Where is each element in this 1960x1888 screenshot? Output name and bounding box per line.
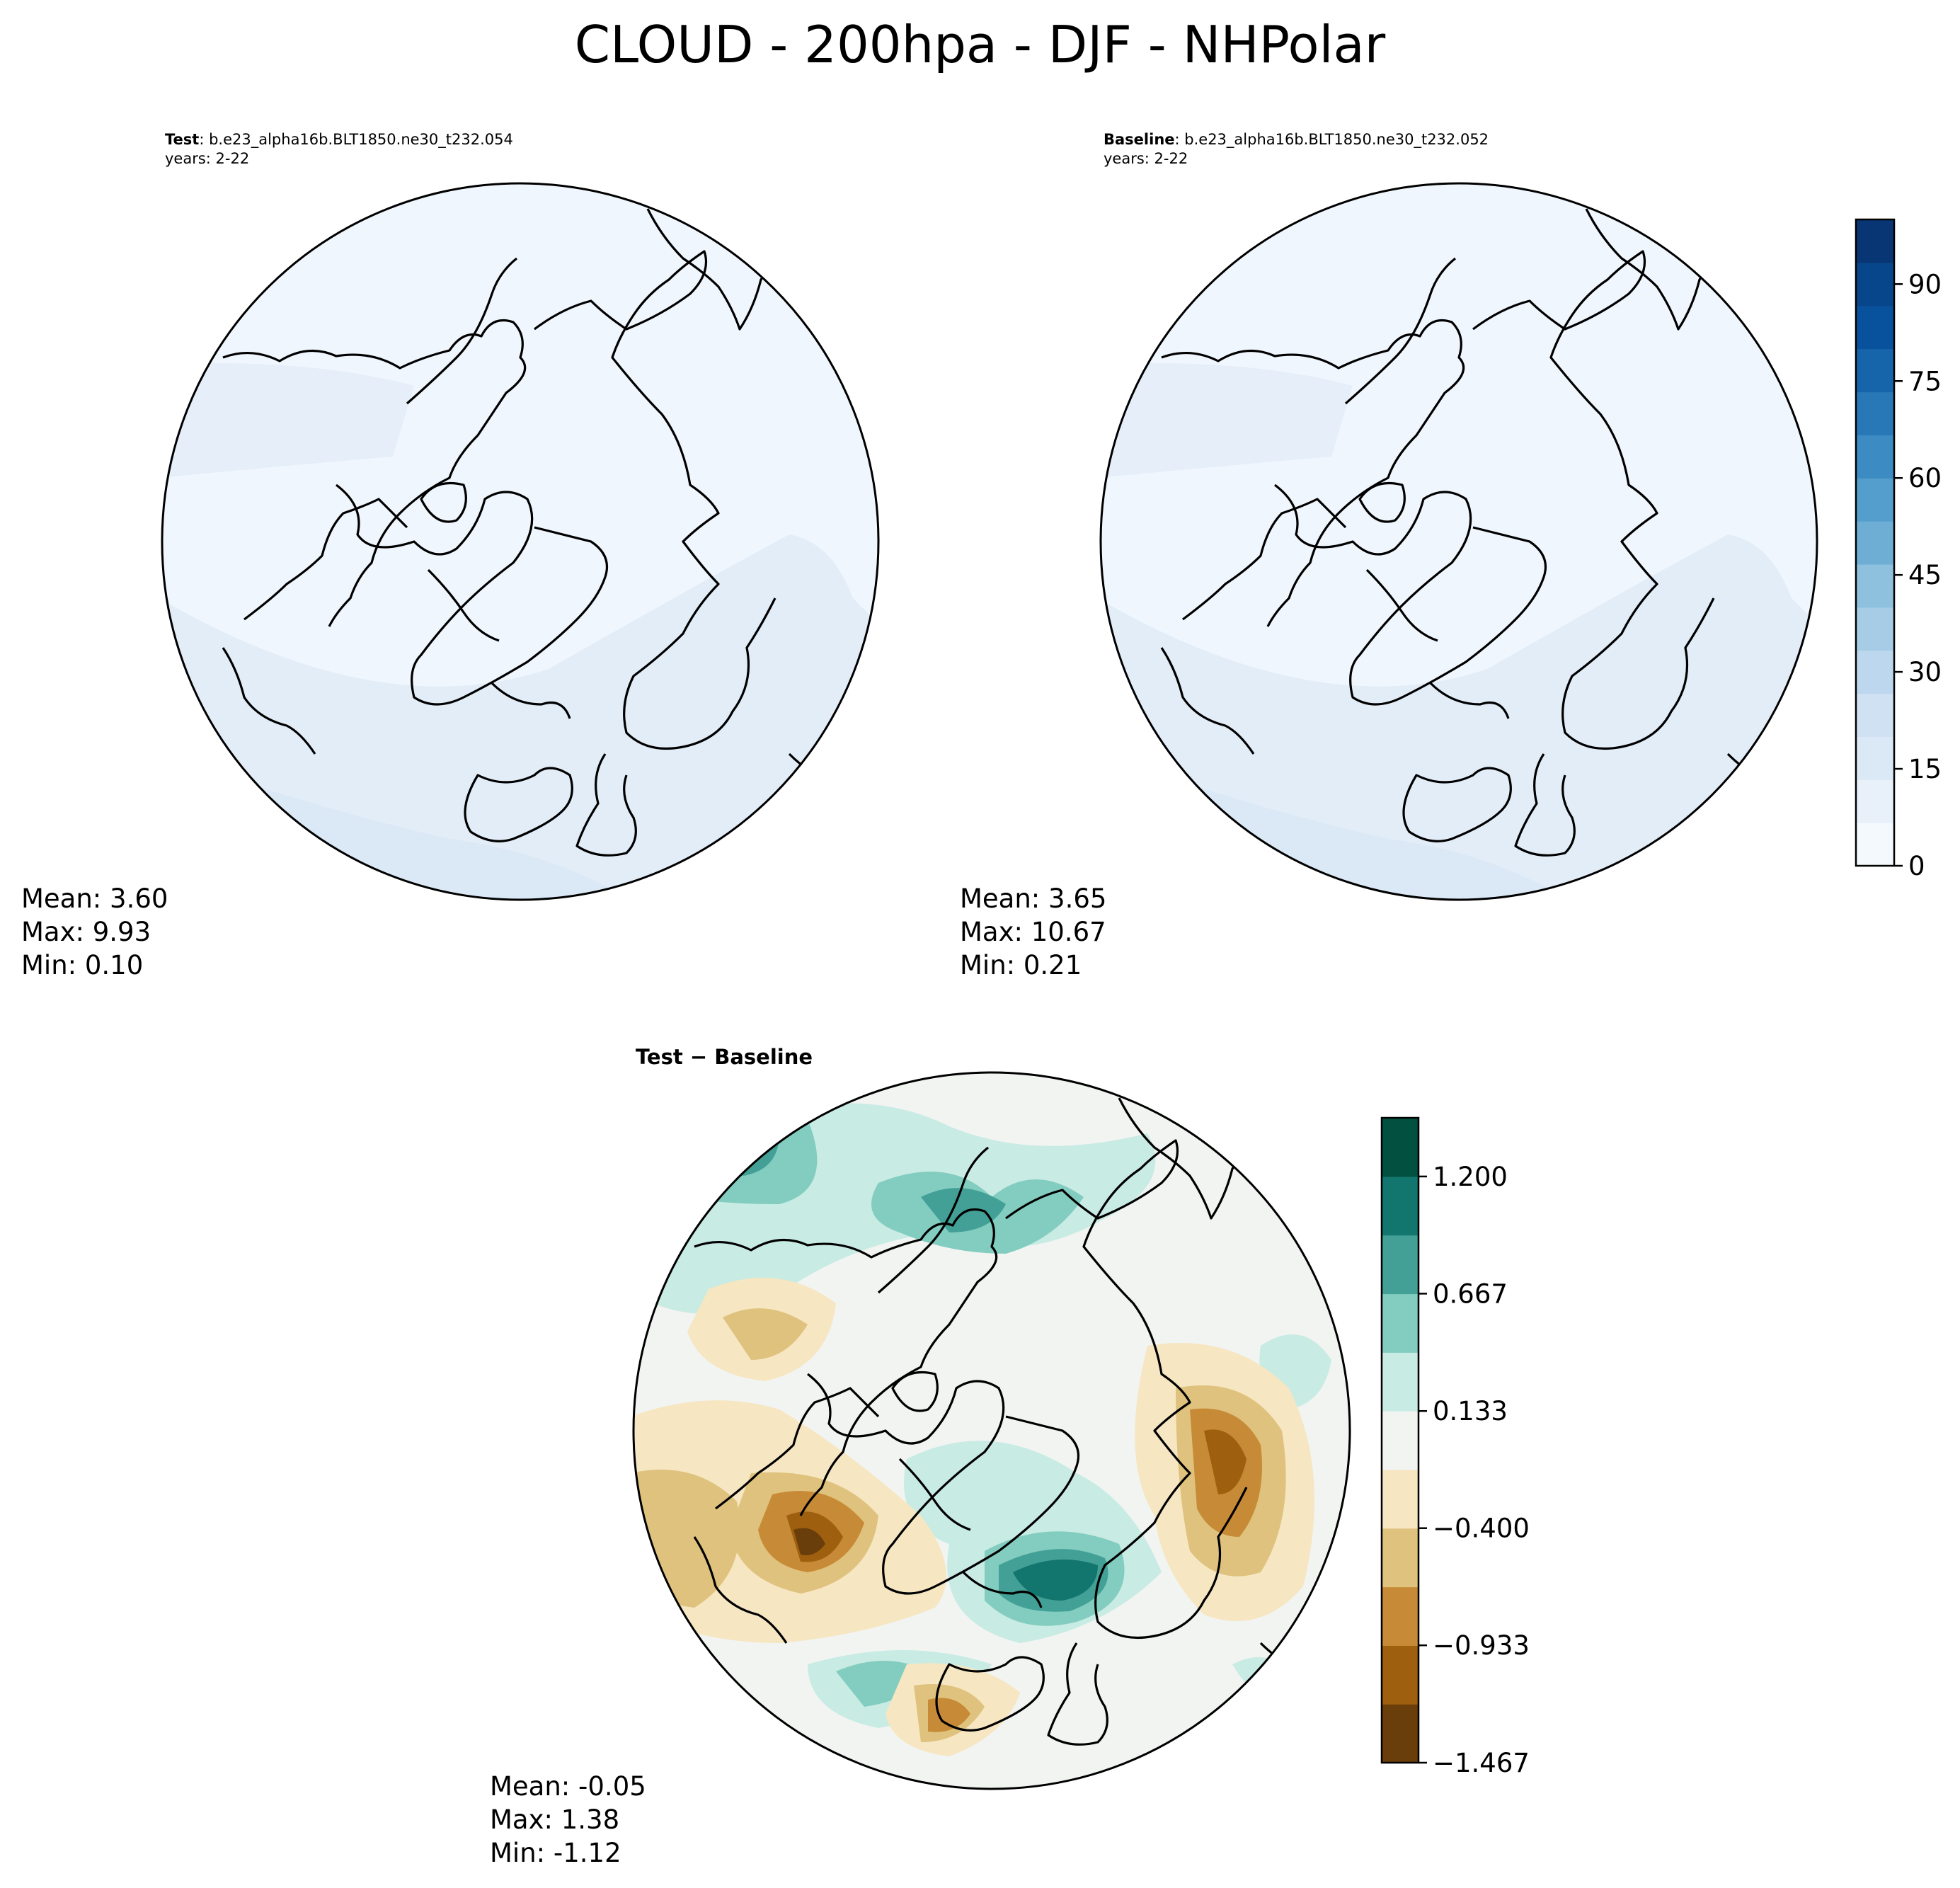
- baseline-label: Baseline: [1104, 131, 1175, 148]
- figure-title: CLOUD - 200hpa - DJF - NHPolar: [574, 15, 1386, 74]
- test-polar-map: [161, 182, 880, 901]
- abs-colorbar-swatch: [1856, 521, 1894, 565]
- abs-colorbar-swatch: [1856, 391, 1894, 435]
- test-years: years: 2-22: [165, 150, 250, 167]
- diff-colorbar-tick-label: 1.200: [1433, 1162, 1508, 1192]
- diff-colorbar-swatch: [1382, 1118, 1419, 1177]
- abs-colorbar-tick-label: 0: [1908, 851, 1925, 878]
- abs-colorbar-tick-label: 45: [1908, 560, 1942, 590]
- diff-min: Min: -1.12: [490, 1838, 621, 1868]
- abs-colorbar-swatch: [1856, 478, 1894, 522]
- test-min: Min: 0.10: [21, 950, 144, 980]
- baseline-case-label: Baseline: b.e23_alpha16b.BLT1850.ne30_t2…: [1104, 130, 1489, 149]
- diff-stats: Mean: -0.05 Max: 1.38 Min: -1.12: [490, 1770, 646, 1870]
- diff-polar-map: [632, 1071, 1351, 1790]
- baseline-stats: Mean: 3.65 Max: 10.67 Min: 0.21: [960, 882, 1106, 982]
- abs-colorbar-swatch: [1856, 219, 1894, 263]
- baseline-polar-map: [1099, 182, 1818, 901]
- test-boundary-circle: [161, 182, 880, 901]
- diff-colorbar-swatches: [1382, 1118, 1419, 1763]
- diff-colorbar-swatch: [1382, 1528, 1419, 1588]
- abs-colorbar-swatch: [1856, 736, 1894, 780]
- abs-colorbar-swatch: [1856, 305, 1894, 350]
- abs-colorbar-swatches: [1856, 219, 1894, 866]
- diff-colorbar-swatch: [1382, 1352, 1419, 1412]
- diff-boundary-circle: [632, 1071, 1351, 1790]
- baseline-min: Min: 0.21: [960, 950, 1082, 980]
- diff-title: Test − Baseline: [636, 1045, 813, 1069]
- abs-colorbar-tick-label: 90: [1908, 269, 1942, 299]
- diff-colorbar-swatch: [1382, 1293, 1419, 1353]
- test-max: Max: 9.93: [21, 917, 151, 947]
- abs-colorbar-tick-label: 15: [1908, 754, 1942, 784]
- diff-colorbar-swatch: [1382, 1235, 1419, 1295]
- diff-mean: Mean: -0.05: [490, 1771, 646, 1802]
- baseline-years: years: 2-22: [1104, 150, 1188, 167]
- diff-colorbar-swatch: [1382, 1411, 1419, 1470]
- baseline-mean: Mean: 3.65: [960, 883, 1107, 914]
- abs-colorbar-tick-label: 30: [1908, 657, 1942, 687]
- baseline-boundary-circle: [1099, 182, 1818, 901]
- abs-colorbar-swatch: [1856, 607, 1894, 651]
- diff-colorbar-swatch: [1382, 1469, 1419, 1529]
- diff-colorbar-tick-label: −0.933: [1433, 1630, 1530, 1661]
- test-case-label: Test: b.e23_alpha16b.BLT1850.ne30_t232.0…: [165, 130, 513, 149]
- diff-colorbar-swatch: [1382, 1704, 1419, 1763]
- abs-colorbar: 0 15 30 45 60 75 90: [1855, 218, 1942, 878]
- diff-colorbar-tick-label: 0.133: [1433, 1396, 1508, 1426]
- abs-colorbar-swatch: [1856, 693, 1894, 737]
- diff-colorbar-tick-label: 0.667: [1433, 1278, 1508, 1309]
- diff-colorbar-ticks: −1.467 −0.933 −0.400 0.133 0.667 1.200: [1419, 1162, 1530, 1773]
- abs-colorbar-swatch: [1856, 823, 1894, 866]
- test-mean: Mean: 3.60: [21, 883, 168, 914]
- abs-colorbar-swatch: [1856, 563, 1894, 608]
- abs-colorbar-ticks: 0 15 30 45 60 75 90: [1894, 269, 1942, 878]
- abs-colorbar-tick-label: 75: [1908, 366, 1942, 396]
- abs-colorbar-swatch: [1856, 779, 1894, 823]
- abs-colorbar-swatch: [1856, 348, 1894, 393]
- test-stats: Mean: 3.60 Max: 9.93 Min: 0.10: [21, 882, 168, 982]
- diff-colorbar-swatch: [1382, 1176, 1419, 1236]
- abs-colorbar-frame: [1855, 218, 1896, 867]
- diff-colorbar: −1.467 −0.933 −0.400 0.133 0.667 1.200: [1380, 1116, 1530, 1773]
- abs-colorbar-swatch: [1856, 262, 1894, 307]
- baseline-case-name: : b.e23_alpha16b.BLT1850.ne30_t232.052: [1174, 131, 1489, 148]
- diff-colorbar-swatch: [1382, 1645, 1419, 1705]
- diff-colorbar-tick-label: −1.467: [1433, 1748, 1530, 1773]
- test-label: Test: [165, 131, 200, 148]
- abs-colorbar-swatch: [1856, 650, 1894, 694]
- baseline-max: Max: 10.67: [960, 917, 1106, 947]
- diff-colorbar-frame: [1380, 1116, 1420, 1764]
- test-case-name: : b.e23_alpha16b.BLT1850.ne30_t232.054: [199, 131, 513, 148]
- abs-colorbar-tick-label: 60: [1908, 463, 1942, 493]
- diff-coastlines: [693, 1097, 1326, 1746]
- diff-colorbar-tick-label: −0.400: [1433, 1514, 1530, 1544]
- diff-max: Max: 1.38: [490, 1804, 620, 1835]
- diff-colorbar-swatch: [1382, 1586, 1419, 1646]
- abs-colorbar-swatch: [1856, 435, 1894, 479]
